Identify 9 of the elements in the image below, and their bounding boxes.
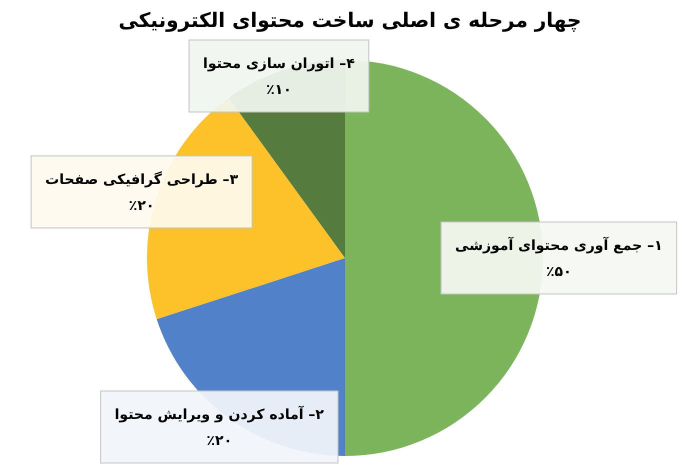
slice-label: ۱– جمع آوری محتوای آموزشی <box>455 236 663 254</box>
data-label: ٪۱۰ <box>266 82 292 98</box>
data-label: ٪۵۰ <box>546 264 572 280</box>
slice-label: ۳– طراحی گرافیکی صفحات <box>45 170 239 188</box>
slice-label: ۴– اتوران سازی محتوا <box>203 56 356 72</box>
chart-title: چهار مرحله ی اصلی ساخت محتوای الکترونیکی <box>118 8 582 32</box>
data-label: ٪۲۰ <box>206 433 232 449</box>
slice-label: ۲– آماده کردن و ویرایش محتوا <box>114 405 324 423</box>
data-label: ٪۲۰ <box>128 198 154 214</box>
